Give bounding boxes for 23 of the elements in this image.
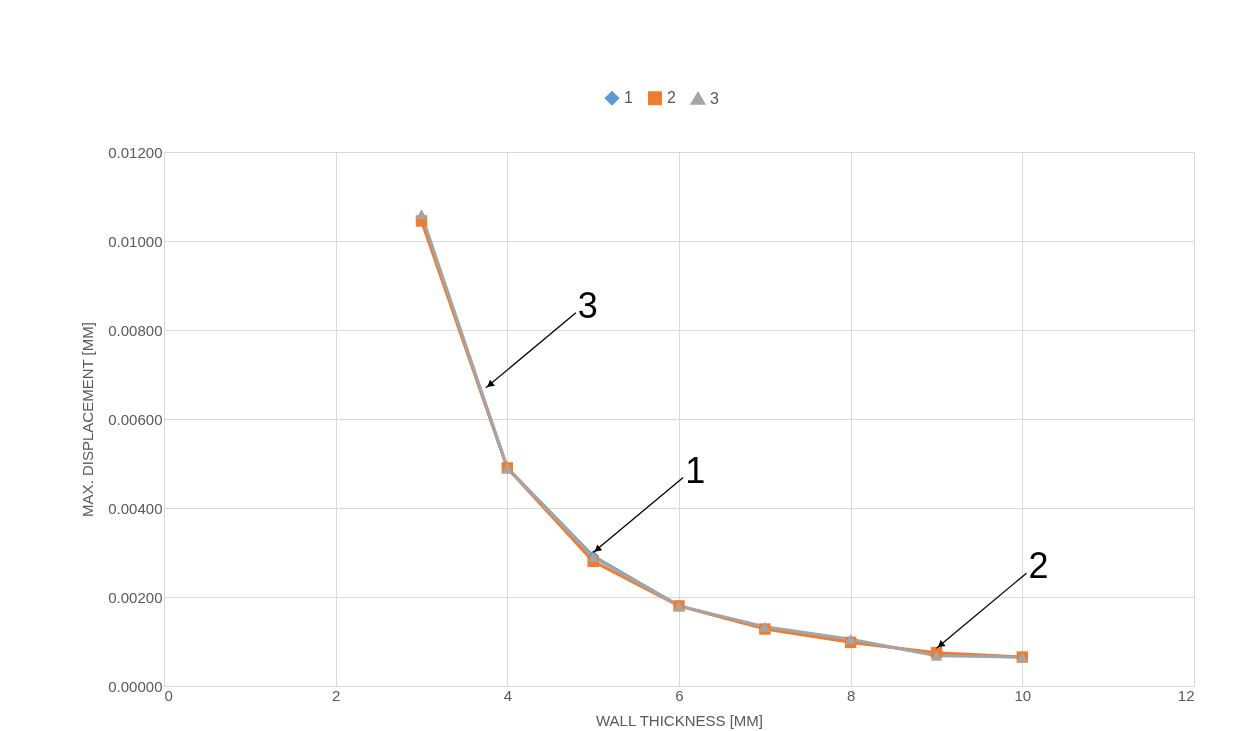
point: [415, 209, 428, 220]
y-tick-label: 0.00000: [108, 677, 163, 695]
x-tick-label: 8: [846, 686, 856, 704]
x-tick-label: 10: [1014, 686, 1032, 704]
y-tick-label: 0.01200: [108, 143, 163, 161]
y-tick-label: 0.00200: [108, 588, 163, 606]
y-tick-label: 0.01000: [108, 232, 163, 250]
x-tick-label: 0: [164, 686, 173, 704]
x-tick-label: 6: [675, 686, 684, 704]
legend-label: 2: [667, 89, 676, 107]
y-axis-title: MAX. DISPLACEMENT [MM]: [79, 322, 97, 517]
annotation: 2: [1028, 545, 1049, 587]
x-tick-label: 4: [503, 686, 513, 704]
x-axis-title: WALL THICKNESS [MM]: [596, 711, 763, 729]
annotation: 1: [685, 449, 706, 491]
legend-label: 1: [624, 89, 633, 107]
y-tick-label: 0.00600: [108, 410, 163, 428]
y-tick-label: 0.00400: [108, 499, 163, 517]
annotation: 3: [577, 284, 598, 326]
x-tick-label: 2: [331, 686, 341, 704]
x-tick-label: 12: [1177, 686, 1195, 704]
y-tick-label: 0.00800: [108, 321, 163, 339]
legend-label: 3: [710, 89, 719, 107]
